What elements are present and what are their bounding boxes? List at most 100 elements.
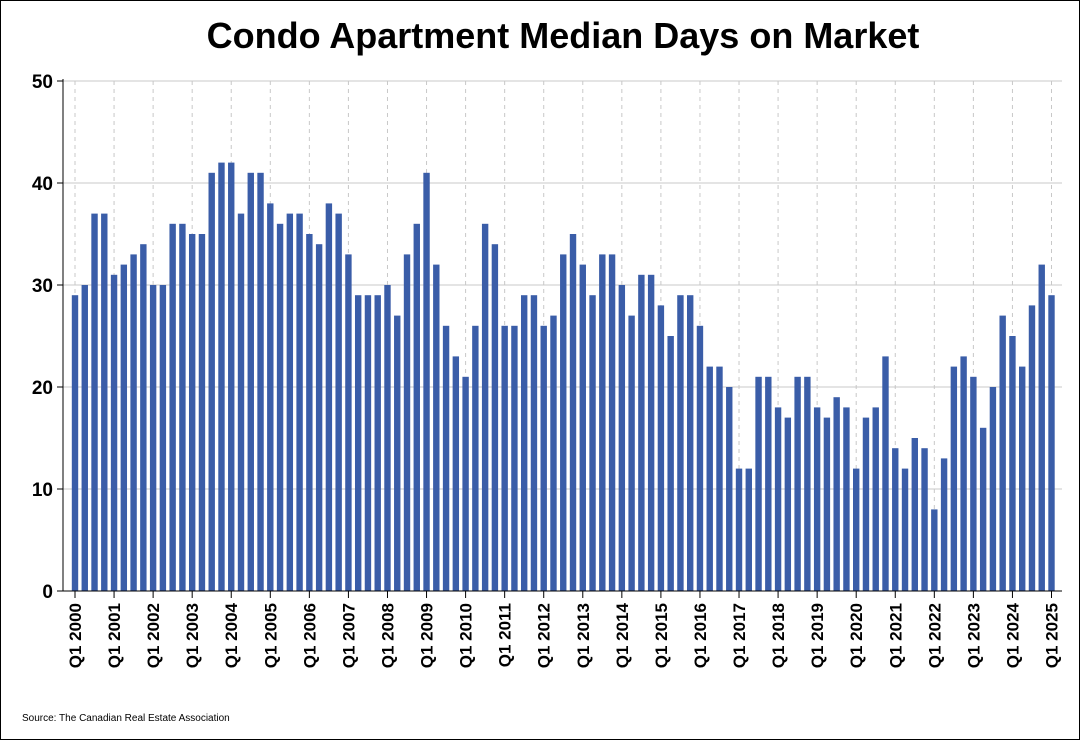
- x-tick-label: Q1 2018: [769, 603, 788, 668]
- bar: [130, 254, 137, 591]
- bar: [853, 468, 860, 591]
- bar: [823, 417, 831, 591]
- bar: [647, 274, 655, 591]
- x-tick-label: Q1 2023: [964, 603, 983, 668]
- bar: [511, 325, 518, 591]
- bar: [81, 285, 88, 591]
- bar: [237, 213, 245, 591]
- x-tick-label: Q1 2004: [222, 602, 241, 668]
- bar: [101, 213, 108, 591]
- bar: [794, 376, 801, 591]
- bar: [560, 254, 567, 591]
- bar: [374, 295, 381, 591]
- bar: [657, 305, 665, 591]
- bar: [472, 325, 479, 591]
- bar: [950, 366, 958, 591]
- x-tick-label: Q1 2005: [261, 603, 280, 668]
- bar: [481, 223, 489, 592]
- chart-title: Condo Apartment Median Days on Market: [206, 15, 920, 56]
- bar: [638, 274, 645, 591]
- bar: [354, 295, 362, 591]
- bar: [110, 274, 118, 591]
- bar: [960, 356, 967, 591]
- bar: [911, 438, 918, 591]
- bar: [745, 468, 752, 591]
- bar: [520, 295, 528, 591]
- x-tick-label: Q1 2012: [535, 603, 554, 668]
- bar: [140, 244, 147, 591]
- bar: [843, 407, 850, 591]
- bar: [686, 295, 694, 591]
- bar: [804, 376, 811, 591]
- bar: [394, 315, 401, 591]
- x-tick-label: Q1 2008: [378, 603, 397, 668]
- bar: [228, 162, 235, 591]
- bar: [735, 468, 743, 591]
- bar: [579, 264, 586, 591]
- bar: [589, 295, 596, 591]
- y-tick-label: 0: [42, 582, 53, 603]
- axis-layer: 0 10 20 30 40 50 Q1 2000 Q1 2001 Q1 2002 Q1 2003 Q…: [32, 72, 1062, 668]
- source-note: Source: The Canadian Real Estate Associa…: [22, 713, 230, 724]
- bar: [901, 468, 909, 591]
- bar: [1028, 305, 1036, 591]
- y-tick-label: 40: [32, 174, 53, 195]
- bar: [442, 325, 450, 591]
- bar: [677, 295, 684, 591]
- bar: [940, 458, 948, 591]
- bar: [618, 285, 626, 591]
- bar: [315, 244, 323, 591]
- bar: [120, 264, 128, 591]
- bar: [999, 315, 1006, 591]
- bar: [569, 234, 577, 591]
- bar: [71, 295, 79, 591]
- x-tick-label: Q1 2007: [339, 603, 358, 668]
- bar: [833, 397, 840, 591]
- bar: [989, 387, 997, 591]
- bar: [276, 223, 284, 592]
- bar: [765, 376, 772, 591]
- bar: [247, 172, 254, 592]
- bar: [452, 356, 460, 591]
- bar: [433, 264, 440, 591]
- bar: [403, 254, 411, 591]
- x-tick-label: Q1 2002: [144, 603, 163, 668]
- x-tick-label: Q1 2024: [1003, 602, 1022, 668]
- bar: [550, 315, 557, 591]
- bar: [218, 162, 225, 591]
- bar: [970, 376, 977, 591]
- bar: [462, 376, 469, 591]
- bar: [784, 417, 792, 591]
- bar: [628, 315, 635, 591]
- bar: [540, 325, 547, 591]
- bar: [306, 234, 313, 591]
- bar: [413, 223, 420, 592]
- bar: [1009, 336, 1016, 591]
- bar: [882, 356, 889, 591]
- bar: [198, 234, 206, 591]
- bar: [921, 448, 928, 591]
- bar: [501, 325, 508, 591]
- x-tick-label: Q1 2006: [300, 603, 319, 668]
- y-tick-label: 30: [32, 276, 53, 297]
- y-tick-label: 50: [32, 72, 53, 93]
- bar: [423, 172, 430, 592]
- x-tick-label: Q1 2015: [652, 603, 671, 668]
- bar: [706, 366, 713, 591]
- bar: [931, 509, 938, 591]
- x-tick-label: Q1 2010: [457, 603, 476, 668]
- bar: [149, 285, 157, 591]
- bar: [296, 213, 303, 591]
- bar: [208, 172, 215, 592]
- bar: [1019, 366, 1026, 591]
- x-tick-label: Q1 2017: [730, 603, 749, 668]
- x-tick-label: Q1 2019: [808, 603, 827, 668]
- bar: [1048, 295, 1055, 591]
- x-tick-label: Q1 2021: [886, 603, 905, 668]
- bar: [667, 336, 674, 591]
- bar: [892, 448, 899, 591]
- x-tick-label: Q1 2001: [105, 603, 124, 668]
- x-tick-label: Q1 2020: [847, 603, 866, 668]
- bar: [91, 213, 98, 591]
